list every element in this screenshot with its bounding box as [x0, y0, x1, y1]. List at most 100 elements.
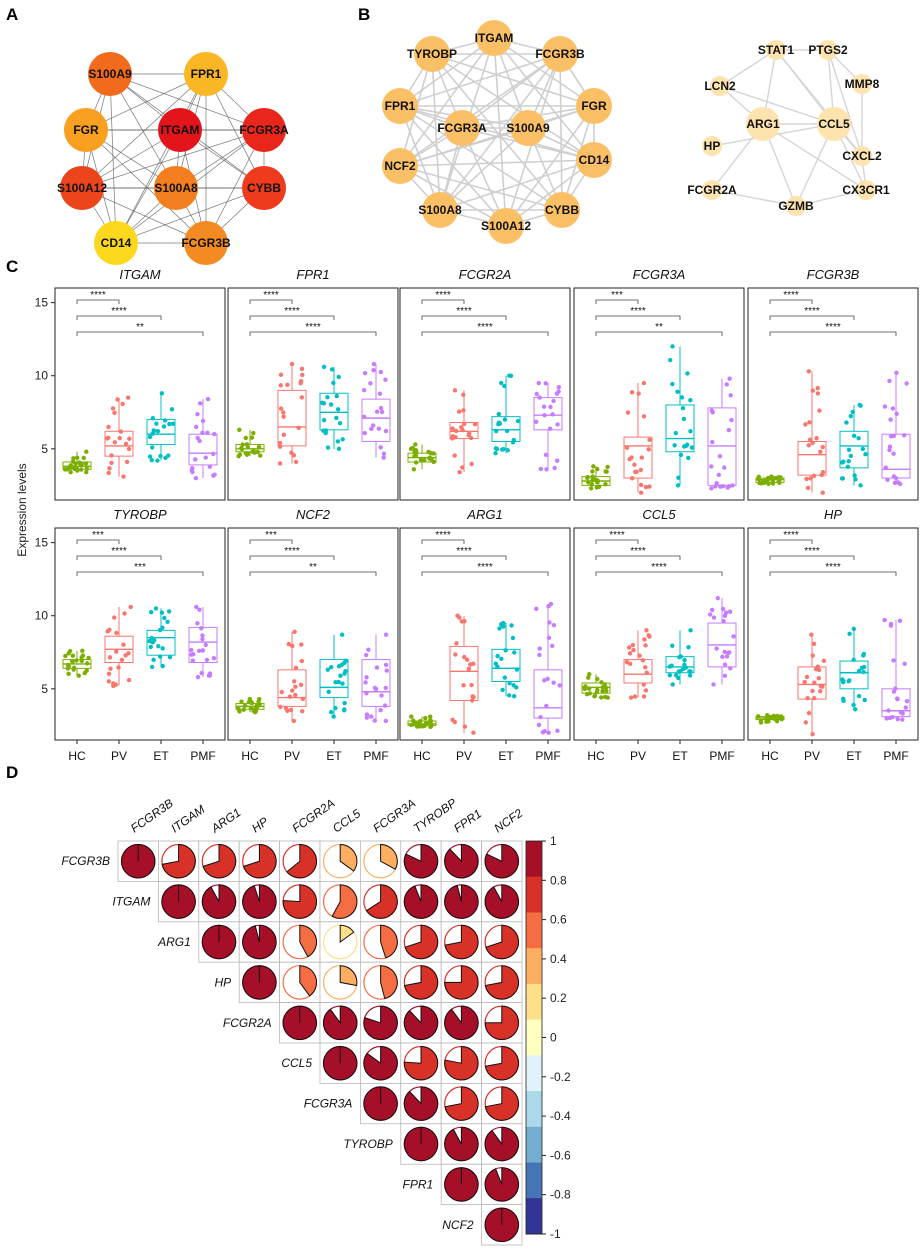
box-data-point [493, 451, 498, 456]
box-data-point [679, 395, 685, 400]
box-data-point [846, 458, 851, 464]
box-data-point [898, 710, 904, 715]
box-data-point [892, 480, 898, 486]
box-data-point [806, 710, 812, 716]
box-data-point [321, 417, 327, 423]
panel-label-d: D [6, 763, 18, 782]
box-data-point [758, 718, 764, 724]
box-data-point [643, 484, 649, 490]
box-data-point [858, 403, 863, 408]
box-data-point [85, 661, 90, 666]
correlation-pie-slice [444, 924, 479, 960]
box-data-point [766, 481, 771, 487]
significance-label: ** [655, 322, 663, 333]
x-category-label: PV [804, 749, 820, 763]
network-b-edge [399, 165, 563, 211]
box-data-point [770, 481, 776, 486]
box-data-point [205, 430, 210, 436]
box-data-point [253, 708, 259, 714]
box-data-point [686, 645, 691, 650]
correlation-row-label: ITGAM [112, 895, 150, 909]
box-data-point [851, 702, 856, 708]
significance-bracket [769, 331, 897, 336]
network-b-edge [505, 105, 595, 227]
network-a-node-label: S100A9 [88, 67, 132, 81]
box-data-point [106, 671, 112, 676]
colorbar-tick-label: 0.8 [550, 873, 567, 887]
box-data-point [363, 652, 369, 658]
box-data-point [723, 610, 729, 615]
box-data-point [504, 428, 510, 434]
box-data-point [891, 451, 896, 456]
box-data-point [670, 344, 675, 349]
network-b2-edge [775, 49, 863, 157]
box-data-point [417, 718, 423, 724]
significance-label: **** [90, 290, 106, 301]
network-b-edge [399, 53, 561, 107]
significance-label: *** [134, 562, 146, 573]
box-data-point [383, 377, 388, 382]
network-a-node [154, 166, 198, 210]
significance-bracket [769, 555, 855, 560]
network-b2-node [702, 180, 722, 200]
significance-bracket [421, 539, 465, 544]
box-data-point [901, 433, 907, 438]
box-data-point [427, 714, 433, 719]
box-data-point [383, 428, 389, 434]
network-b-node-label: NCF2 [384, 159, 416, 173]
correlation-pie-slice [403, 843, 439, 879]
boxplot-gene-title: CCL5 [642, 507, 676, 522]
box-data-point [431, 459, 436, 465]
box-data-point [454, 641, 459, 646]
box-data-point [288, 707, 294, 713]
network-a-edge [85, 73, 207, 131]
box-data-point [113, 682, 119, 687]
box-data-point [159, 610, 165, 615]
box-data-point [805, 696, 810, 701]
box-data-point [631, 647, 636, 653]
panel-label-a: A [6, 5, 18, 24]
significance-label: **** [804, 306, 820, 317]
box-data-point [281, 410, 286, 415]
box-data-point [670, 643, 675, 648]
box-data-point [107, 627, 112, 633]
box-data-point [727, 609, 733, 614]
box-data-point [598, 695, 604, 700]
box-data-point [592, 694, 597, 699]
box-data-point [552, 465, 557, 471]
box-data-point [300, 709, 305, 714]
box-data-point [250, 449, 255, 454]
box-data-point [816, 667, 822, 673]
box-data-point [75, 455, 80, 460]
box-data-point [285, 382, 290, 387]
box-data-point [78, 467, 84, 472]
box-data-point [149, 664, 155, 670]
box-data-point [117, 435, 122, 441]
box-data-point [550, 412, 555, 417]
box-data-point [158, 453, 163, 459]
significance-bracket [595, 571, 723, 576]
network-a-node-label: FGR [73, 123, 99, 137]
box-data-point [638, 467, 644, 473]
network-b2-node [702, 136, 722, 156]
box-data-point [293, 692, 298, 698]
box-data-point [722, 649, 727, 655]
network-b-edge [493, 37, 595, 107]
correlation-column-label: CCL5 [330, 806, 363, 835]
box-data-point [457, 615, 462, 620]
box-data-point [541, 404, 547, 409]
box-data-point [806, 369, 811, 374]
correlation-pie-slice [444, 1045, 479, 1081]
box-data-point [452, 388, 458, 393]
colorbar-tick-label: 0.6 [550, 913, 567, 927]
box-data-point [720, 654, 725, 659]
box-data-point [450, 436, 455, 441]
box-data-point [237, 709, 242, 714]
box-data-point [378, 369, 383, 375]
box-data-point [325, 445, 331, 450]
box-data-point [340, 437, 345, 442]
box-data-point [512, 650, 517, 655]
box-data-point [810, 688, 815, 694]
box-data-point [65, 666, 71, 671]
significance-bracket [76, 571, 204, 576]
